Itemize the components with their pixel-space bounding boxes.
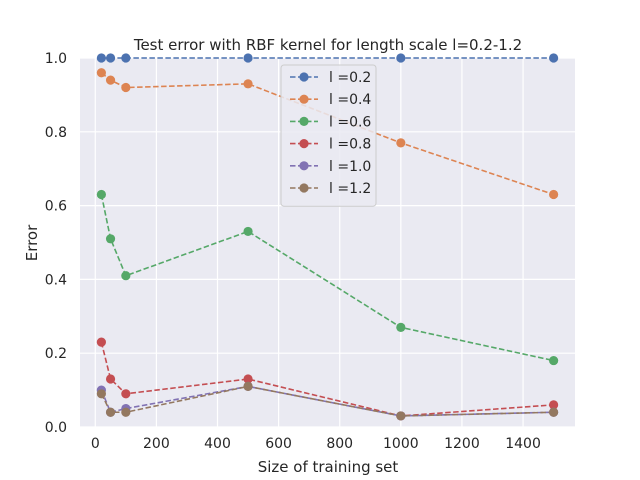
x-tick-label: 1400 (505, 436, 541, 452)
legend-entry: l =0.4 (329, 92, 371, 108)
legend: l =0.2 l =0.4 l =0.6 l =0.8 l =1.0 l =1.2 (280, 64, 377, 207)
y-axis-label: Error (23, 224, 41, 261)
legend-entry: l =0.8 (329, 137, 371, 153)
series-1-point (105, 53, 116, 63)
series-2-point (396, 138, 406, 148)
x-tick-label: 0 (91, 436, 100, 452)
legend-marker (299, 139, 309, 149)
legend-entry: l =1.2 (329, 181, 371, 197)
series-3-point (105, 234, 116, 244)
y-tick-label: 1.0 (45, 51, 67, 67)
series-1-point (396, 53, 406, 63)
legend-marker (299, 72, 309, 82)
y-tick-label: 0.0 (45, 420, 67, 436)
series-2-point (105, 75, 116, 85)
series-1-point (121, 53, 131, 63)
x-tick-label: 400 (204, 436, 231, 452)
series-3-point (396, 322, 406, 332)
series-1-point (549, 53, 559, 63)
legend-entry: l =0.2 (329, 70, 371, 86)
series-6-point (396, 411, 406, 421)
series-6-point (96, 389, 106, 399)
series-4-point (549, 400, 559, 410)
series-6-point (243, 381, 253, 392)
series-2-point (121, 82, 131, 93)
series-6-point (121, 407, 131, 417)
legend-marker (299, 94, 309, 104)
x-tick-label: 200 (143, 436, 170, 452)
x-tick-label: 1000 (383, 436, 419, 452)
legend-marker (299, 116, 309, 126)
series-6-point (549, 407, 559, 417)
x-axis-ticks: 0 200 400 600 800 1000 1200 1400 (91, 436, 541, 452)
legend-entry: l =0.6 (329, 114, 371, 130)
y-tick-label: 0.8 (45, 125, 67, 141)
legend-entry: l =1.0 (329, 159, 371, 175)
series-3-point (243, 226, 253, 237)
y-tick-label: 0.4 (45, 272, 67, 288)
series-1-point (243, 53, 253, 63)
y-tick-label: 0.6 (45, 199, 67, 215)
x-tick-label: 1200 (444, 436, 480, 452)
series-2-point (96, 68, 106, 78)
y-tick-label: 0.2 (45, 346, 67, 362)
x-axis-label: Size of training set (258, 458, 399, 476)
series-4-point (243, 374, 253, 384)
series-1-point (96, 53, 106, 63)
y-axis-ticks: 0.0 0.2 0.4 0.6 0.8 1.0 (45, 51, 67, 436)
series-6-point (105, 407, 116, 417)
series-3-point (96, 189, 106, 200)
series-3-point (121, 271, 131, 281)
series-4-point (96, 337, 106, 347)
legend-marker (299, 183, 309, 193)
series-4-point (121, 389, 131, 399)
chart-title: Test error with RBF kernel for length sc… (133, 36, 522, 54)
legend-marker (299, 161, 309, 171)
series-3-point (549, 355, 559, 366)
series-2-point (549, 189, 559, 200)
series-line-4 (100, 341, 554, 417)
series-2-point (243, 79, 253, 89)
series-4-point (105, 374, 116, 384)
series-points (96, 53, 559, 421)
x-tick-label: 600 (265, 436, 292, 452)
x-tick-label: 800 (326, 436, 353, 452)
